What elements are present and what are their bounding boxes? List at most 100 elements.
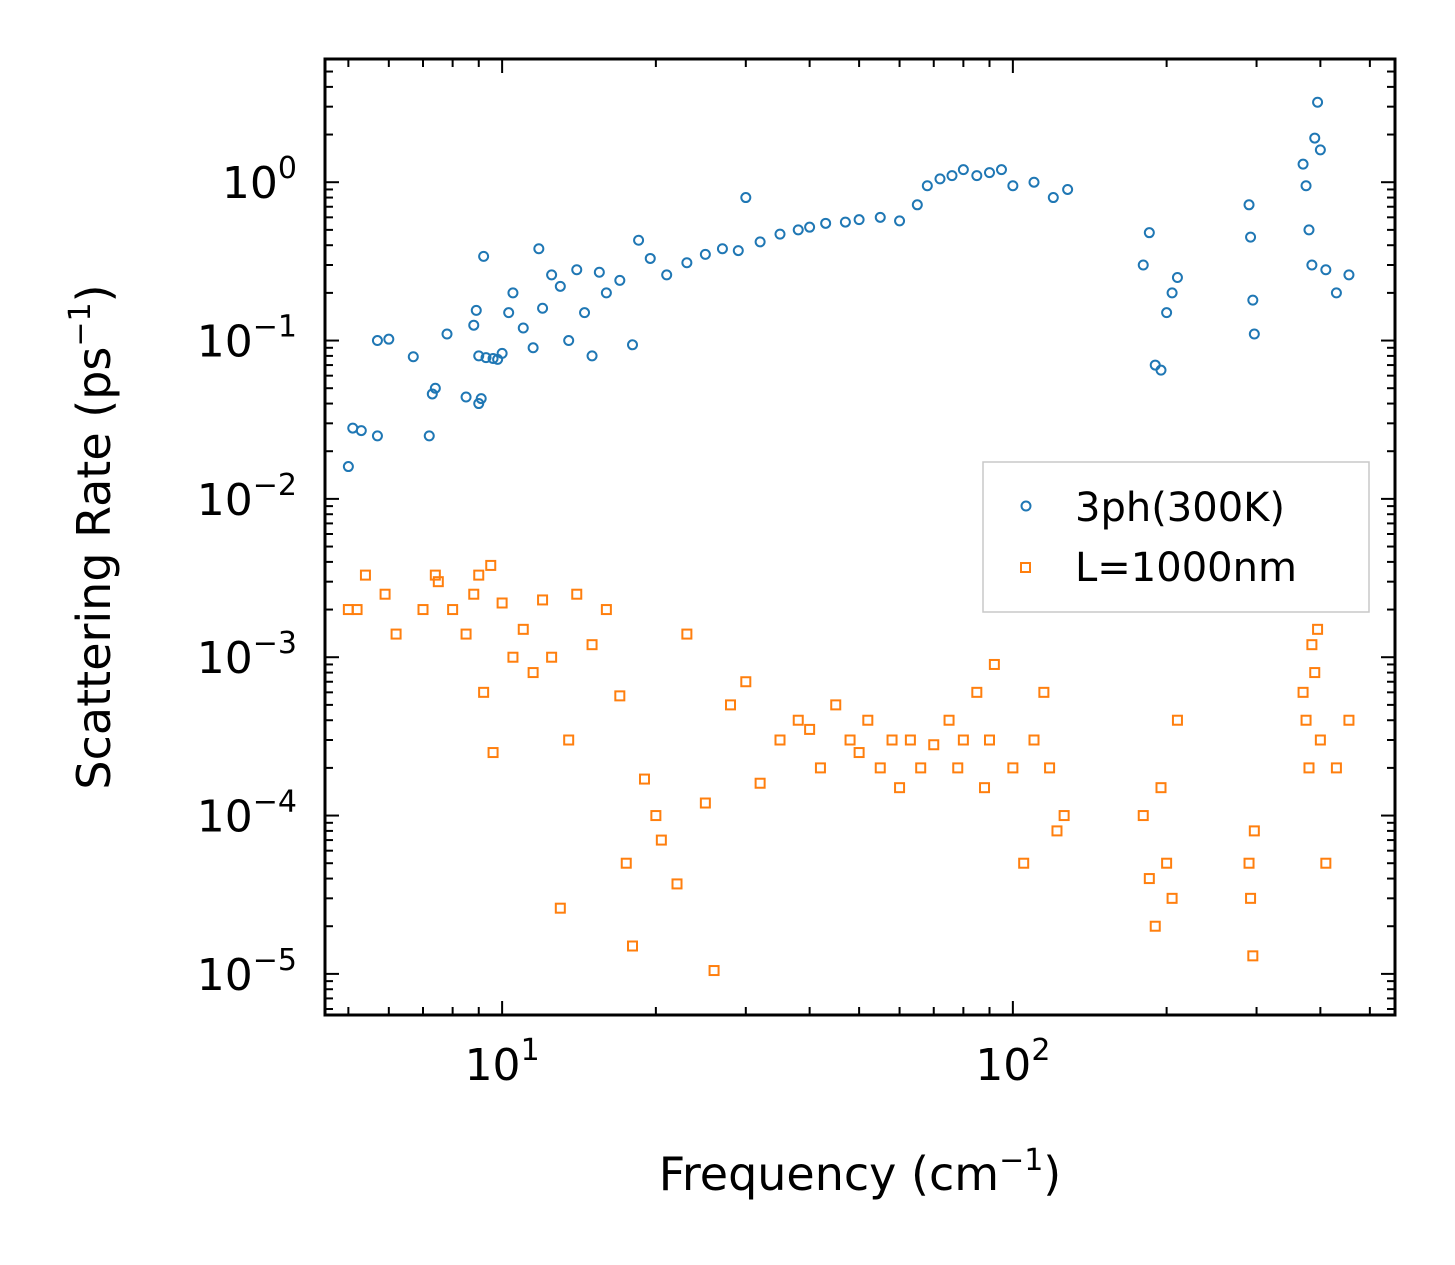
l1000-point — [432, 576, 444, 588]
l1000-point — [844, 734, 856, 746]
legend: 3ph(300K) L=1000nm — [982, 461, 1370, 613]
3ph-point — [853, 214, 865, 226]
l1000-point — [517, 623, 529, 635]
3ph-point — [496, 347, 508, 359]
3ph-point — [1314, 144, 1326, 156]
l1000-point — [496, 597, 508, 609]
3ph-point — [579, 307, 591, 319]
l1000-point — [1306, 639, 1318, 651]
data-points — [342, 96, 1355, 977]
legend-marker-3ph — [1020, 500, 1032, 512]
3ph-point — [546, 269, 558, 281]
l1000-point — [1028, 734, 1040, 746]
y-axis-title: Scattering Rate (ps−1) — [63, 284, 121, 789]
3ph-point — [1343, 269, 1355, 281]
l1000-point — [886, 734, 898, 746]
x-axis-title: Frequency (cm−1) — [659, 1143, 1062, 1201]
l1000-point — [1161, 857, 1173, 869]
l1000-point — [507, 651, 519, 663]
l1000-point — [546, 651, 558, 663]
3ph-point — [633, 234, 645, 246]
3ph-point — [473, 350, 485, 362]
x-tick-label: 102 — [975, 1033, 1050, 1091]
3ph-point — [874, 211, 886, 223]
3ph-point — [754, 236, 766, 248]
3ph-point — [1312, 96, 1324, 108]
3ph-point — [1171, 272, 1183, 284]
3ph-point — [1306, 259, 1318, 271]
l1000-point — [620, 857, 632, 869]
y-tick-label: 10−2 — [197, 468, 297, 526]
l1000-point — [979, 782, 991, 794]
legend-label-3ph: 3ph(300K) — [1075, 485, 1285, 531]
l1000-point — [814, 762, 826, 774]
3ph-point — [1062, 183, 1074, 195]
3ph-point — [644, 252, 656, 264]
3ph-point — [681, 257, 693, 269]
3ph-point — [527, 342, 539, 354]
l1000-point — [1248, 825, 1260, 837]
3ph-point — [792, 224, 804, 236]
3ph-point — [423, 430, 435, 442]
3ph-point — [1330, 287, 1342, 299]
3ph-point — [732, 245, 744, 257]
l1000-point — [563, 734, 575, 746]
3ph-point — [371, 430, 383, 442]
3ph-point — [1007, 180, 1019, 192]
3ph-point — [1155, 364, 1167, 376]
3ph-point — [1243, 199, 1255, 211]
l1000-point — [554, 902, 566, 914]
l1000-point — [1245, 892, 1257, 904]
l1000-point — [342, 604, 354, 616]
3ph-point — [820, 217, 832, 229]
3ph-point — [1247, 294, 1259, 306]
3ph-point — [478, 250, 490, 262]
3ph-point — [1028, 176, 1040, 188]
3ph-point — [1166, 287, 1178, 299]
3ph-point — [957, 164, 969, 176]
l1000-point — [626, 940, 638, 952]
3ph-point — [429, 382, 441, 394]
3ph-point — [586, 350, 598, 362]
l1000-point — [971, 686, 983, 698]
y-tick-label: 10−5 — [197, 943, 297, 1001]
3ph-point — [1300, 180, 1312, 192]
l1000-point — [943, 714, 955, 726]
l1000-point — [351, 604, 363, 616]
l1000-point — [708, 965, 720, 977]
3ph-point — [426, 388, 438, 400]
x-tick-label: 101 — [465, 1033, 540, 1091]
l1000-point — [650, 810, 662, 822]
l1000-point — [1155, 782, 1167, 794]
l1000-point — [1297, 686, 1309, 698]
l1000-point — [473, 569, 485, 581]
l1000-point — [1330, 762, 1342, 774]
l1000-point — [1038, 686, 1050, 698]
3ph-point — [571, 264, 583, 276]
3ph-point — [1143, 227, 1155, 239]
3ph-point — [983, 167, 995, 179]
l1000-point — [988, 658, 1000, 670]
3ph-point — [371, 335, 383, 347]
l1000-point — [487, 747, 499, 759]
3ph-point — [1245, 231, 1257, 243]
3ph-point — [1297, 158, 1309, 170]
l1000-point — [1309, 667, 1321, 679]
3ph-point — [946, 170, 958, 182]
3ph-point — [894, 215, 906, 227]
3ph-point — [487, 353, 499, 365]
3ph-point — [1149, 359, 1161, 371]
3ph-point — [921, 180, 933, 192]
l1000-point — [1051, 825, 1063, 837]
3ph-point — [407, 351, 419, 363]
l1000-point — [1312, 623, 1324, 635]
l1000-point — [478, 686, 490, 698]
l1000-point — [1171, 714, 1183, 726]
3ph-point — [774, 228, 786, 240]
l1000-point — [1314, 734, 1326, 746]
3ph-point — [661, 269, 673, 281]
l1000-point — [417, 604, 429, 616]
3ph-point — [383, 333, 395, 345]
3ph-point — [995, 164, 1007, 176]
l1000-point — [830, 699, 842, 711]
